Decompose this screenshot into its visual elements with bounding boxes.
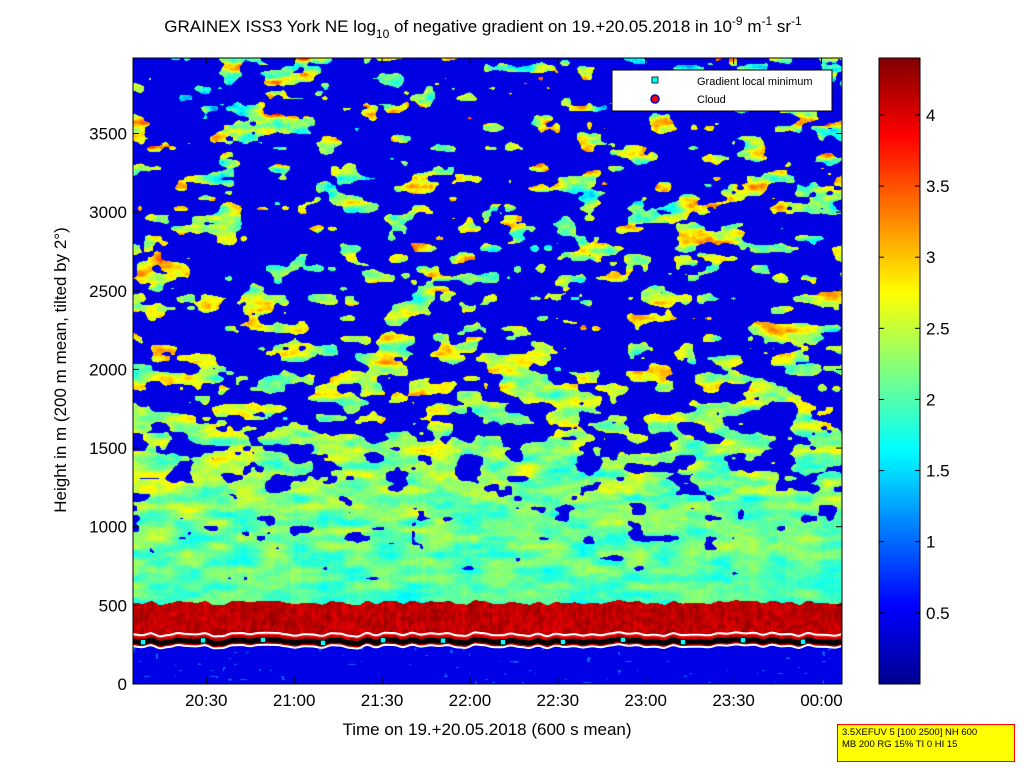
gradient-minimum-marker bbox=[560, 639, 566, 645]
title-middle: of negative gradient on 19.+20.05.2018 i… bbox=[389, 17, 732, 36]
colorbar-tick-label: 0.5 bbox=[926, 604, 950, 623]
x-tick-label: 23:00 bbox=[624, 691, 667, 710]
title-middle-3: sr bbox=[772, 17, 791, 36]
cloud-marker-line bbox=[133, 633, 842, 639]
title-superscript-1: -9 bbox=[732, 14, 743, 28]
gradient-minimum-marker bbox=[140, 639, 146, 645]
legend-box bbox=[611, 69, 833, 112]
gradient-minimum-marker bbox=[500, 639, 506, 646]
gradient-minimum-marker bbox=[620, 637, 626, 643]
colorbar-tick-label: 1.5 bbox=[926, 462, 950, 481]
y-axis-label: Height in m (200 m mean, tilted by 2°) bbox=[51, 227, 70, 513]
title-superscript-2: -1 bbox=[761, 14, 772, 28]
gradient-minimum-marker bbox=[800, 638, 806, 645]
gradient-minimum-marker bbox=[260, 637, 266, 643]
boundary-bottom-line bbox=[133, 643, 842, 650]
colorbar-tick-label: 1 bbox=[926, 533, 935, 552]
boundary-layer-markers bbox=[133, 631, 842, 650]
x-axis: 20:30 21:00 21:30 22:00 22:30 23:00 23:30 00:00 bbox=[185, 58, 843, 710]
processing-info-box: 3.5XEFUV 5 [100 2500] NH 600 MB 200 RG 1… bbox=[837, 724, 1015, 762]
y-tick-label: 0 bbox=[118, 675, 127, 694]
gradient-minimum-marker bbox=[680, 639, 686, 645]
title-superscript-3: -1 bbox=[791, 14, 802, 28]
x-axis-label: Time on 19.+20.05.2018 (600 s mean) bbox=[342, 720, 631, 739]
x-tick-label: 21:30 bbox=[361, 691, 404, 710]
gradient-minimum-marker bbox=[200, 637, 206, 644]
heatmap-image bbox=[133, 58, 842, 684]
x-tick-label: 20:30 bbox=[185, 691, 228, 710]
y-tick-label: 3000 bbox=[89, 203, 127, 222]
colorbar-tick-label: 3.5 bbox=[926, 177, 950, 196]
title-subscript: 10 bbox=[376, 27, 390, 41]
plot-area bbox=[132, 57, 843, 685]
legend-label-cloud: Cloud bbox=[697, 94, 726, 106]
colorbar-tick-label: 3 bbox=[926, 248, 935, 267]
y-tick-label: 3500 bbox=[89, 124, 127, 143]
x-tick-label: 22:30 bbox=[537, 691, 580, 710]
info-line-1: 3.5XEFUV 5 [100 2500] NH 600 bbox=[842, 727, 978, 738]
colorbar-gradient bbox=[878, 57, 921, 685]
x-tick-label: 23:30 bbox=[712, 691, 755, 710]
colorbar-tick-label: 2 bbox=[926, 390, 935, 409]
gradient-minimum-line bbox=[133, 636, 842, 647]
y-tick-label: 2500 bbox=[89, 282, 127, 301]
y-tick-label: 2000 bbox=[89, 360, 127, 379]
legend-marker-gradient-minimum bbox=[651, 76, 659, 84]
colorbar-tick-label: 4 bbox=[926, 106, 935, 125]
gradient-minimum-marker bbox=[740, 637, 746, 644]
x-tick-label: 00:00 bbox=[800, 691, 843, 710]
legend-label-gradient-minimum: Gradient local minimum bbox=[697, 76, 813, 88]
legend-marker-cloud bbox=[650, 94, 660, 104]
y-axis: 0 500 1000 1500 2000 2500 3000 3500 bbox=[89, 124, 842, 694]
colorbar: 0.5 1 1.5 2 2.5 3 3.5 4 bbox=[878, 57, 950, 685]
x-tick-label: 22:00 bbox=[449, 691, 492, 710]
legend: Gradient local minimum Cloud bbox=[611, 69, 833, 112]
title-middle-2: m bbox=[743, 17, 762, 36]
gradient-minimum-marker bbox=[440, 637, 446, 644]
info-line-2: MB 200 RG 15% TI 0 HI 15 bbox=[842, 739, 958, 750]
colorbar-tick-label: 2.5 bbox=[926, 319, 950, 338]
x-tick-label: 21:00 bbox=[273, 691, 316, 710]
plot-frame bbox=[132, 57, 843, 685]
y-tick-label: 1500 bbox=[89, 439, 127, 458]
colorbar-ticks: 0.5 1 1.5 2 2.5 3 3.5 4 bbox=[879, 106, 950, 623]
y-tick-label: 500 bbox=[99, 596, 127, 615]
title-prefix: GRAINEX ISS3 York NE log bbox=[164, 17, 376, 36]
gradient-minimum-marker bbox=[320, 640, 326, 646]
chart-title: GRAINEX ISS3 York NE log10 of negative g… bbox=[164, 14, 802, 41]
cloud-top-line bbox=[133, 631, 842, 638]
gradient-minimum-marker bbox=[380, 637, 386, 643]
y-tick-label: 1000 bbox=[89, 518, 127, 537]
